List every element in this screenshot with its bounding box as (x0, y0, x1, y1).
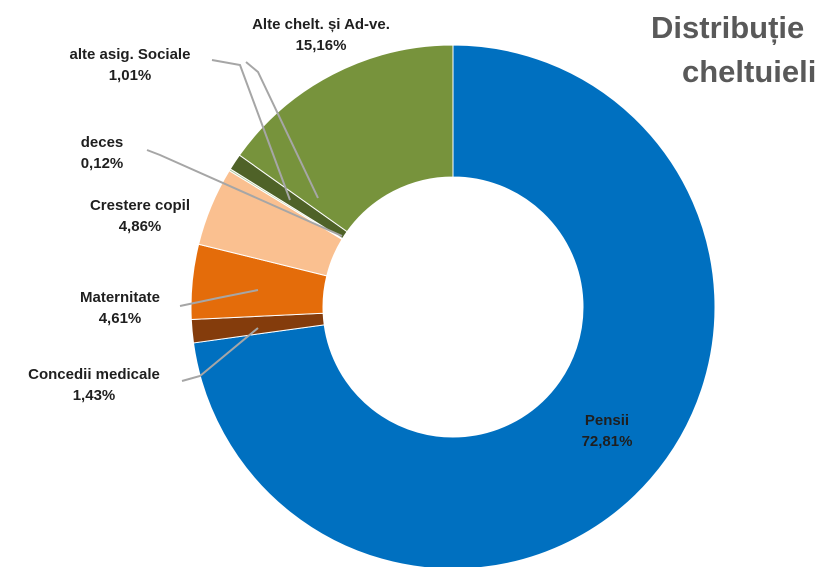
label-maternitate-name: Maternitate (79, 289, 161, 306)
chart-title-line-1: Distribuție (651, 10, 805, 45)
chart-title-line-2: cheltuieli (682, 54, 817, 89)
label-alte-chelt-value: 15,16% (295, 37, 347, 54)
leader-alte-chelt (245, 61, 319, 199)
leader-maternitate (179, 289, 259, 307)
label-crestere-copil-name: Crestere copil (89, 197, 191, 214)
label-crestere-copil-value: 4,86% (118, 218, 162, 235)
label-maternitate: Maternitate 4,61% (60, 287, 180, 329)
label-deces-name: deces (80, 134, 124, 151)
slice-alte-chelt-si-ad-ve (238, 44, 454, 233)
label-crestere-copil: Crestere copil 4,86% (70, 195, 210, 237)
label-concedii-medicale: Concedii medicale 1,43% (4, 364, 184, 406)
label-concedii-medicale-value: 1,43% (72, 387, 116, 404)
label-alte-asig-sociale-value: 1,01% (108, 67, 152, 84)
slices-group (190, 44, 716, 567)
label-alte-chelt: Alte chelt. și Ad-ve. 15,16% (216, 14, 426, 56)
label-deces-value: 0,12% (80, 155, 124, 172)
slice-pensii (192, 44, 716, 567)
label-pensii: Pensii 72,81% (552, 410, 662, 452)
label-maternitate-value: 4,61% (98, 310, 142, 327)
leader-lines-group (146, 59, 343, 382)
label-alte-chelt-name: Alte chelt. și Ad-ve. (252, 16, 390, 33)
label-concedii-medicale-name: Concedii medicale (28, 366, 160, 383)
label-alte-asig-sociale-name: alte asig. Sociale (69, 46, 191, 63)
leader-alte-asig-sociale (211, 59, 291, 201)
leader-concedii-medicale (181, 327, 259, 382)
label-deces: deces 0,12% (62, 132, 142, 174)
leader-deces (146, 149, 343, 237)
label-pensii-value: 72,81% (581, 433, 633, 450)
label-alte-asig-sociale: alte asig. Sociale 1,01% (40, 44, 220, 86)
label-pensii-name: Pensii (584, 412, 630, 429)
